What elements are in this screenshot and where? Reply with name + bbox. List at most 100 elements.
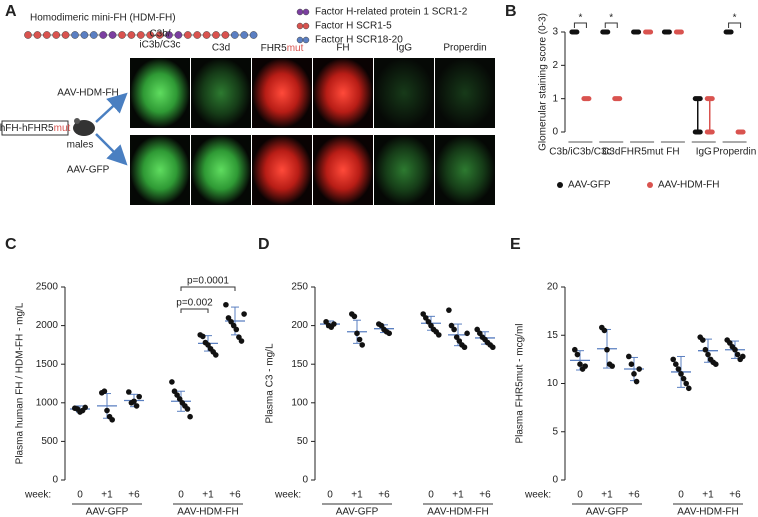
column-label: C3d	[212, 43, 230, 54]
group-label: AAV-HDM-FH	[427, 507, 488, 517]
diagram-title: Homodimeric mini-FH (HDM-FH)	[30, 13, 176, 24]
data-point	[670, 356, 676, 363]
data-point	[678, 371, 684, 377]
y-axis-label: Plasma FHR5mut - mcg/ml	[515, 323, 526, 443]
domain	[221, 31, 230, 39]
y-tick-label: 15	[547, 330, 559, 341]
column-label: iC3b/C3c	[139, 40, 180, 51]
row-label: AAV-GFP	[67, 165, 110, 176]
score-marker	[631, 29, 642, 35]
mouse-label: hFH-hFHR5mut	[0, 123, 71, 134]
y-tick-label: 5	[552, 426, 558, 437]
data-point	[109, 416, 115, 423]
significance-bracket	[604, 22, 618, 28]
score-marker	[735, 129, 746, 135]
score-marker	[661, 29, 672, 35]
data-point	[331, 321, 337, 327]
mouse-sublabel: males	[67, 140, 94, 151]
x-tick-label: +6	[128, 490, 140, 501]
domain	[24, 31, 32, 39]
domain	[155, 31, 164, 39]
x-tick-label: +1	[101, 490, 113, 501]
x-tick-label: +6	[229, 490, 241, 501]
data-point	[582, 363, 588, 369]
y-tick-label: 1000	[36, 397, 59, 408]
y-tick-label: 100	[291, 397, 308, 408]
data-point	[628, 361, 635, 368]
x-axis-label: week:	[524, 490, 551, 501]
data-point	[683, 380, 689, 387]
group-label: AAV-HDM-FH	[677, 507, 738, 517]
data-point	[604, 346, 610, 353]
legend-label: Factor H SCR1-5	[315, 21, 392, 32]
data-point	[241, 311, 247, 317]
score-marker	[704, 96, 715, 102]
y-tick-label: 0	[52, 475, 58, 486]
domain	[165, 31, 173, 39]
domain	[183, 31, 192, 39]
x-tick-label: +6	[729, 490, 741, 501]
x-tick-label: +1	[702, 490, 714, 501]
data-point	[636, 366, 642, 372]
x-tick-label: 0	[77, 490, 83, 501]
score-marker	[673, 29, 684, 35]
x-tick-label: Properdin	[713, 147, 756, 158]
legend-label: AAV-GFP	[568, 180, 611, 191]
domain	[127, 31, 136, 39]
group-label: AAV-GFP	[86, 507, 129, 517]
data-point	[356, 336, 363, 343]
data-point	[359, 342, 366, 348]
data-point	[126, 389, 132, 395]
x-axis-label: week:	[24, 490, 51, 501]
data-point	[713, 361, 719, 368]
domain	[52, 31, 61, 39]
data-point	[131, 398, 137, 405]
data-point	[184, 406, 191, 412]
x-tick-label: +6	[479, 490, 491, 501]
domain	[202, 31, 211, 39]
x-tick-label: +1	[351, 490, 363, 501]
domain	[33, 31, 42, 39]
score-marker	[692, 129, 703, 135]
y-tick-label: 10	[547, 378, 559, 389]
data-point	[451, 326, 457, 333]
x-tick-label: +6	[628, 490, 640, 501]
data-point	[631, 371, 637, 377]
legend-label: AAV-HDM-FH	[658, 180, 719, 191]
y-tick-label: 0	[552, 127, 558, 138]
data-point	[572, 346, 578, 353]
column-label-text: FHR5	[261, 43, 288, 54]
data-point	[464, 330, 470, 337]
domain	[118, 31, 126, 39]
score-marker	[612, 96, 623, 102]
group-label: AAV-HDM-FH	[177, 507, 238, 517]
x-tick-label: 0	[327, 490, 333, 501]
legend-label: Factor H SCR18-20	[315, 35, 403, 46]
y-axis-label: Plasma human FH / HDM-FH - mg/L	[15, 302, 26, 464]
y-tick-label: 2	[552, 60, 558, 71]
x-tick-label: IgG	[696, 147, 712, 158]
legend-label: Factor H-related protein 1 SCR1-2	[315, 7, 468, 18]
x-tick-label: +1	[601, 490, 613, 501]
data-point	[136, 393, 142, 400]
y-tick-label: 200	[291, 320, 308, 331]
x-axis-label: week:	[274, 490, 301, 501]
data-point	[700, 337, 706, 343]
data-point	[461, 344, 468, 351]
score-marker	[581, 96, 592, 102]
y-tick-label: 1	[552, 93, 558, 104]
y-axis-label: Plasma C3 - mg/L	[265, 343, 276, 423]
data-point	[169, 379, 175, 385]
column-label: C3b/	[149, 29, 170, 40]
domain	[99, 31, 108, 39]
x-tick-label: +1	[452, 490, 464, 501]
legend-swatch	[302, 8, 310, 16]
data-point	[101, 388, 108, 395]
panel-letter: B	[505, 3, 517, 20]
x-tick-label: C3b/iC3b/C3c	[549, 147, 611, 158]
y-tick-label: 2500	[36, 282, 59, 293]
data-point	[490, 344, 496, 351]
significance-bracket	[573, 22, 587, 28]
significance-label: *	[578, 13, 582, 24]
x-tick-label: 0	[178, 490, 184, 501]
